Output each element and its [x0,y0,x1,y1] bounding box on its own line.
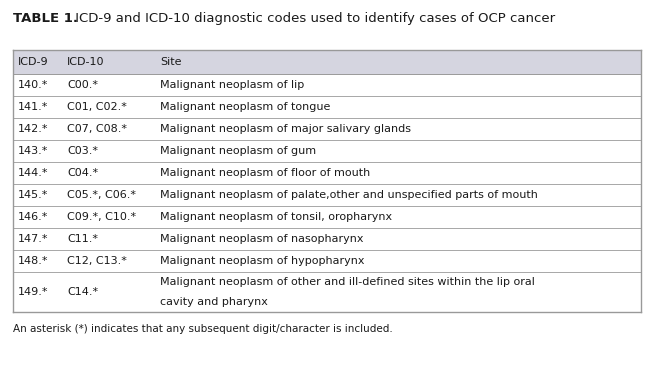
Text: Malignant neoplasm of tonsil, oropharynx: Malignant neoplasm of tonsil, oropharynx [160,212,392,222]
Text: cavity and pharynx: cavity and pharynx [160,297,268,308]
Text: C09.*, C10.*: C09.*, C10.* [67,212,136,222]
Text: C05.*, C06.*: C05.*, C06.* [67,190,136,200]
Text: 142.*: 142.* [18,124,48,134]
Text: Malignant neoplasm of major salivary glands: Malignant neoplasm of major salivary gla… [160,124,411,134]
Bar [13,74,641,96]
Text: 148.*: 148.* [18,256,48,266]
Bar [13,140,641,162]
Text: 145.*: 145.* [18,190,48,200]
Text: 144.*: 144.* [18,168,48,178]
Text: Malignant neoplasm of nasopharynx: Malignant neoplasm of nasopharynx [160,234,364,244]
Bar [13,50,641,74]
Text: Malignant neoplasm of floor of mouth: Malignant neoplasm of floor of mouth [160,168,370,178]
Text: C14.*: C14.* [67,287,98,297]
Bar [13,206,641,228]
Text: 146.*: 146.* [18,212,48,222]
Text: 149.*: 149.* [18,287,48,297]
Text: Malignant neoplasm of palate,other and unspecified parts of mouth: Malignant neoplasm of palate,other and u… [160,190,538,200]
Text: 143.*: 143.* [18,146,48,156]
Text: Malignant neoplasm of hypopharynx: Malignant neoplasm of hypopharynx [160,256,364,266]
Bar [13,272,641,312]
Text: ICD-10: ICD-10 [67,57,105,67]
Text: 147.*: 147.* [18,234,48,244]
Text: Site: Site [160,57,182,67]
Text: Malignant neoplasm of tongue: Malignant neoplasm of tongue [160,102,330,112]
Bar [13,250,641,272]
Text: ICD-9: ICD-9 [18,57,48,67]
Text: Malignant neoplasm of gum: Malignant neoplasm of gum [160,146,316,156]
Text: Malignant neoplasm of lip: Malignant neoplasm of lip [160,80,304,90]
Text: C11.*: C11.* [67,234,98,244]
Text: ICD-9 and ICD-10 diagnostic codes used to identify cases of OCP cancer: ICD-9 and ICD-10 diagnostic codes used t… [71,12,555,25]
Text: Malignant neoplasm of other and ill-defined sites within the lip oral: Malignant neoplasm of other and ill-defi… [160,277,535,287]
Text: C04.*: C04.* [67,168,98,178]
Text: An asterisk (*) indicates that any subsequent digit/character is included.: An asterisk (*) indicates that any subse… [13,324,393,334]
Text: C01, C02.*: C01, C02.* [67,102,127,112]
Bar [13,228,641,250]
Text: TABLE 1.: TABLE 1. [13,12,78,25]
Bar [13,118,641,140]
Text: C03.*: C03.* [67,146,98,156]
Text: C12, C13.*: C12, C13.* [67,256,127,266]
Text: 140.*: 140.* [18,80,48,90]
Text: C00.*: C00.* [67,80,98,90]
Bar [13,184,641,206]
Bar [13,162,641,184]
Text: C07, C08.*: C07, C08.* [67,124,127,134]
Bar [13,96,641,118]
Text: 141.*: 141.* [18,102,48,112]
